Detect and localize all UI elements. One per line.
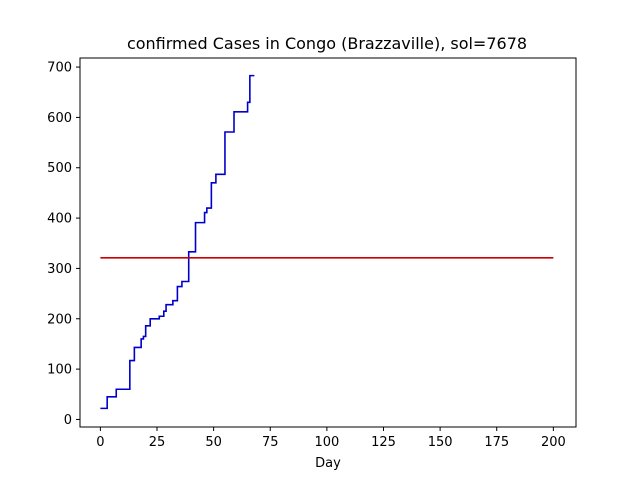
plot-lines xyxy=(100,74,554,410)
x-tick-label: 0 xyxy=(96,435,104,450)
y-tick-label: 500 xyxy=(47,161,72,176)
x-tick-label: 25 xyxy=(149,435,166,450)
y-tick-label: 300 xyxy=(47,262,72,277)
chart-title: confirmed Cases in Congo (Brazzaville), … xyxy=(127,34,527,53)
series-line-1 xyxy=(100,74,255,410)
x-tick-label: 200 xyxy=(541,435,566,450)
y-axis: 0 100 200 300 400 500 600 700 xyxy=(47,61,80,428)
plot-frame xyxy=(79,57,577,428)
x-tick-label: 100 xyxy=(314,435,339,450)
y-tick-label: 0 xyxy=(64,413,72,428)
x-tick-label: 75 xyxy=(262,435,279,450)
x-tick-label: 125 xyxy=(371,435,396,450)
y-tick-label: 700 xyxy=(47,61,72,76)
x-axis: 0 25 50 75 100 125 150 175 200 xyxy=(96,427,566,450)
x-axis-label: Day xyxy=(315,456,341,471)
x-tick-label: 175 xyxy=(484,435,509,450)
y-tick-label: 400 xyxy=(47,212,72,227)
y-tick-label: 100 xyxy=(47,363,72,378)
x-tick-label: 150 xyxy=(428,435,453,450)
y-tick-label: 600 xyxy=(47,111,72,126)
y-tick-label: 200 xyxy=(47,312,72,327)
x-tick-label: 50 xyxy=(205,435,222,450)
